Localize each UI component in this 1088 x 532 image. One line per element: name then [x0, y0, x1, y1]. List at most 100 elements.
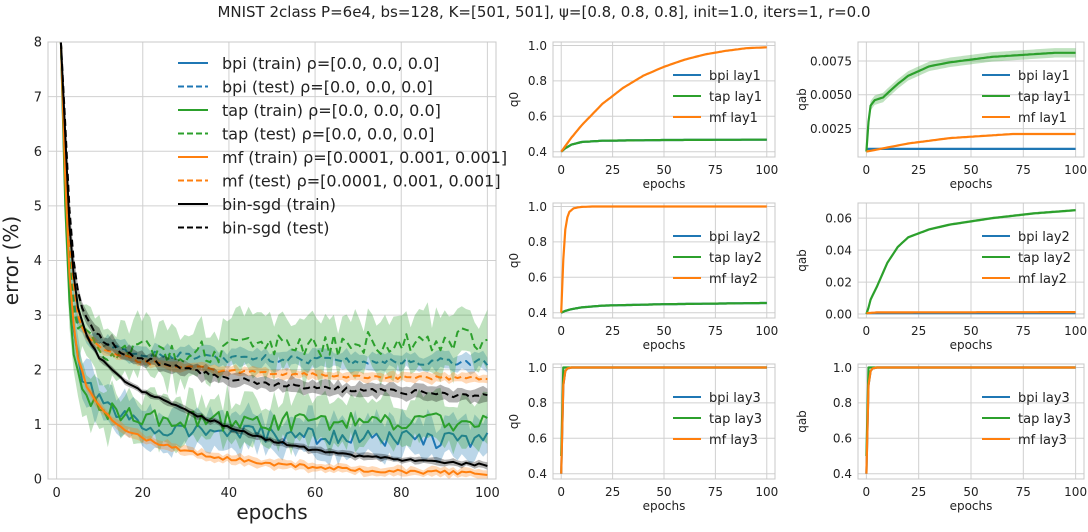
series-line-mf — [59, 42, 488, 476]
y-tick-label: 0.8 — [528, 235, 547, 249]
x-tick-label: 100 — [475, 486, 500, 501]
series-line-sgd — [59, 42, 488, 467]
y-tick-label: 0.0025 — [810, 122, 852, 136]
legend: bpi lay3 tap lay3 mf lay3 — [982, 391, 1071, 448]
y-tick-label: 0.04 — [825, 243, 852, 257]
y-axis-label: qab — [795, 410, 809, 433]
plot-frame — [47, 41, 497, 480]
series-line-mf — [560, 46, 767, 153]
chart-main: 0 20 40 60 80 100 0 1 2 3 4 5 6 7 8 epochs error (%) bpi … — [0, 36, 507, 524]
x-tick-label: 75 — [708, 163, 723, 177]
x-tick-label: 0 — [863, 324, 871, 338]
x-axis-label: epochs — [643, 177, 686, 191]
series-line-mf — [866, 311, 1076, 315]
legend-label: mf lay2 — [1018, 272, 1067, 287]
y-axis-label: q0 — [507, 414, 521, 429]
plot-frame — [857, 363, 1085, 480]
legend-label: bpi lay1 — [1018, 69, 1070, 84]
legend-label: tap lay1 — [709, 90, 762, 105]
figure-suptitle: MNIST 2class P=6e4, bs=128, K=[501, 501]… — [217, 3, 870, 21]
x-axis-label: epochs — [950, 338, 993, 352]
y-tick-label: 0.8 — [833, 396, 852, 410]
series-line-mf — [560, 205, 767, 313]
x-tick-label: 25 — [911, 163, 926, 177]
legend-label: mf lay1 — [1018, 111, 1067, 126]
x-tick-label: 50 — [963, 485, 978, 499]
y-tick-label: 0.6 — [528, 432, 547, 446]
legend-label: bin-sgd (train) — [222, 195, 336, 214]
x-tick-label: 25 — [911, 485, 926, 499]
x-tick-label: 75 — [708, 324, 723, 338]
legend-label: bpi lay2 — [709, 230, 761, 245]
series-line-sgd-test — [59, 42, 488, 399]
series-group — [560, 46, 767, 153]
x-tick-label: 50 — [963, 324, 978, 338]
series-line-tap — [560, 138, 767, 153]
chart-qab_lay3: 0 25 50 75 100 0.4 0.6 0.8 1.0 epochs qab bpi lay3 t… — [795, 361, 1087, 513]
legend-label: bpi lay2 — [1018, 230, 1070, 245]
y-tick-label: 0 — [34, 473, 42, 488]
legend-label: mf lay3 — [709, 433, 758, 448]
series-group — [560, 205, 767, 314]
series-group — [59, 42, 489, 479]
x-tick-label: 0 — [557, 163, 565, 177]
legend-label: bpi lay3 — [1018, 391, 1070, 406]
y-tick-label: 0.4 — [528, 306, 547, 320]
x-tick-label: 80 — [393, 486, 410, 501]
y-tick-label: 4 — [34, 254, 42, 269]
x-tick-label: 75 — [708, 485, 723, 499]
y-tick-label: 1.0 — [528, 39, 547, 53]
x-axis-label: epochs — [643, 499, 686, 513]
legend: bpi (train) ρ=[0.0, 0.0, 0.0] bpi (test) … — [178, 54, 507, 238]
plot-frame — [552, 41, 776, 158]
legend-label: mf (train) ρ=[0.0001, 0.001, 0.001] — [222, 148, 507, 167]
x-tick-label: 25 — [911, 324, 926, 338]
legend-label: tap lay3 — [709, 412, 762, 427]
legend-label: mf lay1 — [709, 111, 758, 126]
x-tick-label: 100 — [755, 163, 778, 177]
legend: bpi lay1 tap lay1 mf lay1 — [982, 69, 1071, 126]
series-band-bpi — [60, 42, 488, 375]
y-tick-label: 0.6 — [528, 110, 547, 124]
y-axis-label: qab — [795, 88, 809, 111]
x-tick-label: 0 — [863, 485, 871, 499]
y-tick-label: 1.0 — [833, 361, 852, 375]
chart-qab_lay2: 0 25 50 75 100 0.00 0.02 0.04 0.06 epochs qab bpi l… — [795, 202, 1087, 352]
chart-q0_lay1: 0 25 50 75 100 0.4 0.6 0.8 1.0 epochs q0 bpi lay1 ta… — [507, 39, 778, 191]
legend-label: tap (test) ρ=[0.0, 0.0, 0.0] — [222, 125, 434, 144]
series-band-mf — [60, 42, 488, 385]
y-tick-label: 0.06 — [825, 211, 852, 225]
x-tick-label: 50 — [656, 324, 671, 338]
x-tick-label: 25 — [605, 324, 620, 338]
x-axis-label: epochs — [643, 338, 686, 352]
y-tick-label: 7 — [34, 90, 42, 105]
y-tick-label: 3 — [34, 309, 42, 324]
y-tick-label: 0.4 — [528, 145, 547, 159]
y-tick-label: 5 — [34, 200, 42, 215]
legend-label: tap (train) ρ=[0.0, 0.0, 0.0] — [222, 101, 441, 120]
series-line-mf-test — [59, 42, 488, 381]
y-tick-label: 0.00 — [825, 307, 852, 321]
y-tick-label: 0.0075 — [810, 54, 852, 68]
series-band-tap — [60, 42, 488, 456]
series-line-tap-test — [59, 42, 488, 364]
legend-label: bpi (test) ρ=[0.0, 0.0, 0.0] — [222, 78, 433, 97]
x-axis-label: epochs — [950, 177, 993, 191]
y-tick-label: 6 — [34, 145, 42, 160]
y-tick-label: 0.6 — [528, 271, 547, 285]
x-tick-label: 50 — [656, 485, 671, 499]
x-tick-label: 50 — [963, 163, 978, 177]
x-tick-label: 40 — [221, 486, 238, 501]
y-tick-label: 0.4 — [833, 467, 852, 481]
y-tick-label: 0.8 — [528, 396, 547, 410]
x-tick-label: 0 — [52, 486, 60, 501]
x-tick-label: 100 — [1064, 324, 1087, 338]
plot-frame — [857, 41, 1085, 158]
legend-label: mf (test) ρ=[0.0001, 0.001, 0.001] — [222, 172, 501, 191]
series-group — [560, 366, 767, 474]
y-tick-label: 1.0 — [528, 200, 547, 214]
x-tick-label: 50 — [656, 163, 671, 177]
plot-frame — [552, 202, 776, 319]
x-tick-label: 0 — [557, 324, 565, 338]
